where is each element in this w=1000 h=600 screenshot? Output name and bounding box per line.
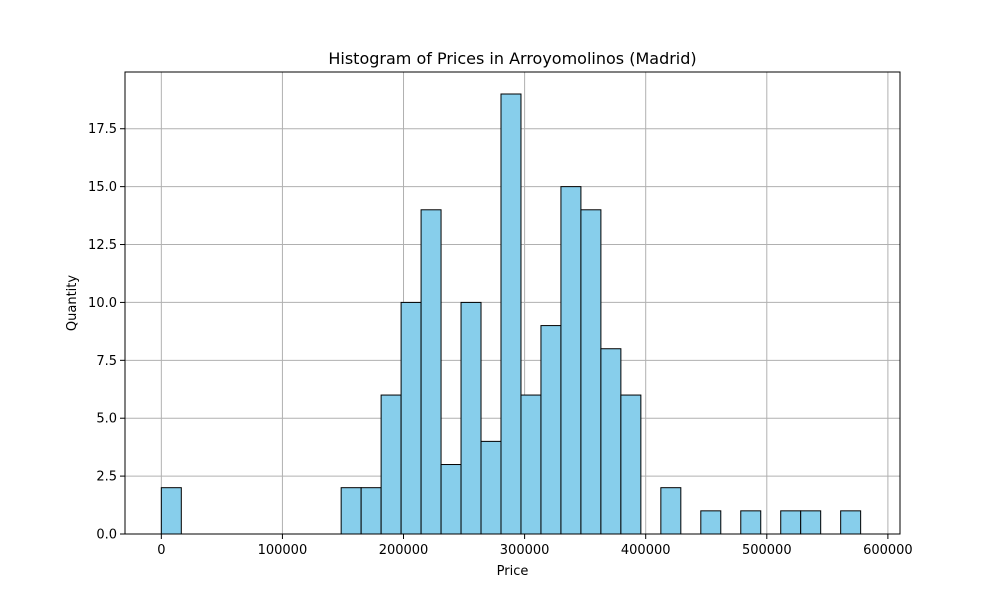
histogram-bar-16 bbox=[660, 487, 682, 535]
histogram-bar-6 bbox=[440, 464, 462, 535]
y-tick-label: 10.0 bbox=[88, 296, 117, 311]
x-tick-label: 600000 bbox=[863, 543, 913, 558]
y-tick-label: 17.5 bbox=[88, 122, 117, 137]
histogram-bar-10 bbox=[520, 394, 542, 535]
y-tick-label: 15.0 bbox=[88, 180, 117, 195]
x-axis-title: Price bbox=[497, 564, 529, 579]
y-axis-title: Quantity bbox=[65, 275, 80, 331]
histogram-bar-4 bbox=[400, 301, 422, 535]
histogram-bar-19 bbox=[780, 510, 802, 535]
histogram-bar-12 bbox=[560, 186, 582, 535]
y-tick-label: 2.5 bbox=[96, 470, 117, 485]
histogram-bars bbox=[160, 93, 862, 535]
histogram-bar-17 bbox=[700, 510, 722, 535]
histogram-bar-2 bbox=[360, 487, 382, 535]
y-tick-label: 5.0 bbox=[96, 412, 117, 427]
histogram-bar-14 bbox=[600, 348, 622, 535]
x-tick-label: 300000 bbox=[500, 543, 550, 558]
histogram-bar-18 bbox=[740, 510, 762, 535]
chart-title: Histogram of Prices in Arroyomolinos (Ma… bbox=[328, 49, 696, 68]
histogram-bar-5 bbox=[420, 209, 442, 535]
plot-frame bbox=[124, 71, 901, 535]
x-tick-label: 400000 bbox=[621, 543, 671, 558]
x-tick-label: 200000 bbox=[379, 543, 429, 558]
x-tick-label: 500000 bbox=[742, 543, 792, 558]
histogram-bar-1 bbox=[340, 487, 362, 535]
histogram-bar-13 bbox=[580, 209, 602, 535]
histogram-bar-20 bbox=[800, 510, 822, 535]
histogram-bar-15 bbox=[620, 394, 642, 535]
y-axis-ticks: 0.0 2.5 5.0 7.5 10.0 12.5 15.0 17.5 bbox=[88, 122, 125, 543]
x-axis-ticks: 0 100000 200000 300000 400000 500000 600000 bbox=[157, 534, 913, 558]
x-tick-label: 0 bbox=[157, 543, 165, 558]
histogram-bar-9 bbox=[500, 93, 522, 535]
histogram-bar-8 bbox=[480, 440, 502, 535]
histogram-bar-7 bbox=[460, 301, 482, 535]
histogram-bar-21 bbox=[840, 510, 862, 535]
histogram-bar-11 bbox=[540, 325, 562, 535]
histogram-bar-3 bbox=[380, 394, 402, 535]
y-tick-label: 7.5 bbox=[96, 354, 117, 369]
y-tick-label: 12.5 bbox=[88, 238, 117, 253]
y-tick-label: 0.0 bbox=[96, 528, 117, 543]
histogram-bar-0 bbox=[160, 487, 182, 535]
x-tick-label: 100000 bbox=[258, 543, 308, 558]
